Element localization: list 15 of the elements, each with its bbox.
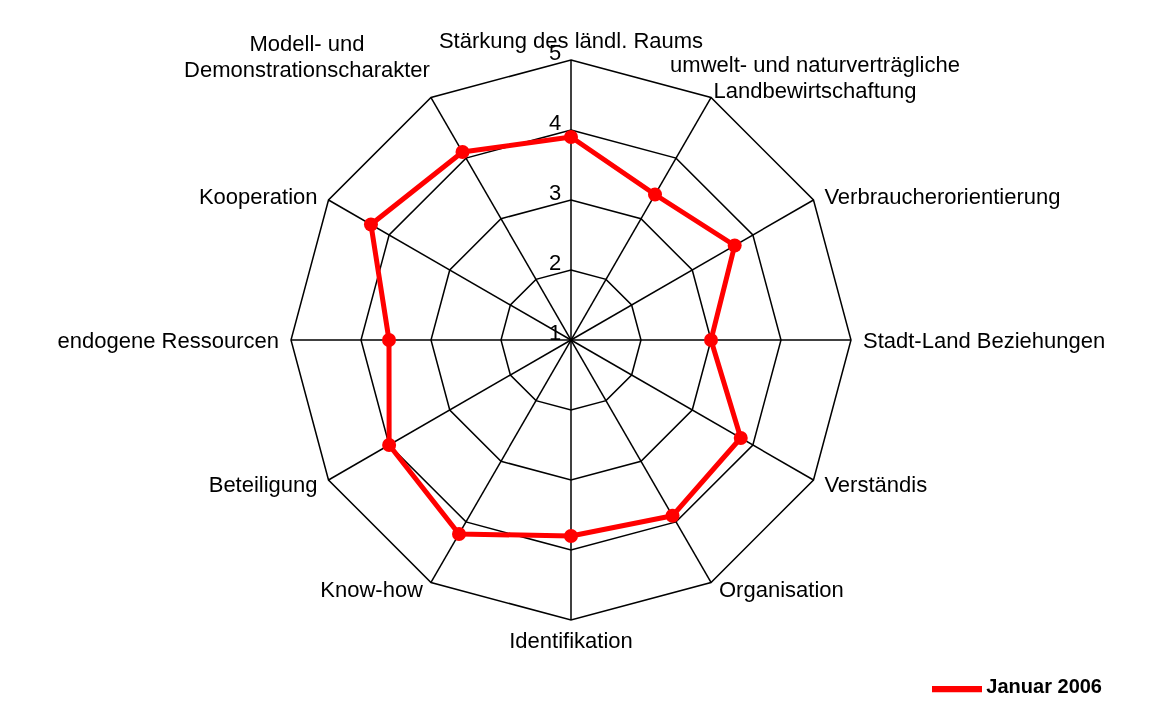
y-tick-label: 3 — [549, 180, 562, 205]
spoke-label: Organisation — [719, 577, 844, 603]
spoke-label: Know-how — [320, 577, 424, 603]
spoke-label: Identifikation — [509, 628, 633, 653]
y-tick-label: 2 — [549, 250, 562, 275]
legend-label: Januar 2006 — [986, 675, 1102, 698]
spoke-label: Verbraucherorientierung — [824, 184, 1061, 209]
spoke-label: Stadt-Land Beziehungen — [863, 328, 1106, 353]
spoke-label: Modell- und Demonstrationscharakter — [184, 30, 430, 82]
spoke-label: umwelt- und naturverträgliche Landbewirtschaftung — [670, 51, 960, 103]
spoke-label: Verständis — [824, 472, 928, 497]
y-tick-label: 4 — [549, 110, 562, 135]
spoke-label: Kooperation — [198, 184, 318, 209]
spoke-label: endogene Ressourcen — [57, 328, 279, 353]
spoke-label: Beteiligung — [208, 472, 318, 497]
